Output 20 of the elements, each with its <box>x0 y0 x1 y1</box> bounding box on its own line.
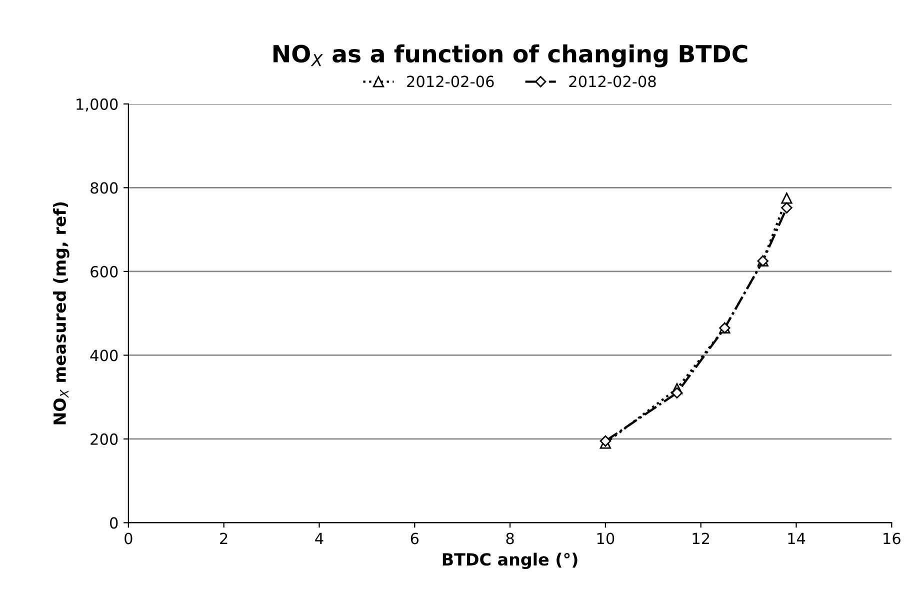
y-tick-label: 800 <box>90 182 118 194</box>
x-tick-label: 6 <box>410 532 419 544</box>
y-tick-label: 0 <box>110 517 118 529</box>
x-tick-label: 12 <box>692 532 710 544</box>
y-tick-label: 200 <box>90 433 118 445</box>
x-tick-label: 10 <box>597 532 614 544</box>
chart-title: NO$_{X}$ as a function of changing BTDC <box>274 44 748 68</box>
x-tick-label: 4 <box>315 532 324 544</box>
legend-label: 2012-02-08 <box>569 76 656 88</box>
x-tick-label: 8 <box>506 532 514 544</box>
y-tick-label: 600 <box>90 266 118 278</box>
x-tick-label: 2 <box>220 532 228 544</box>
x-tick-label: 14 <box>788 532 806 544</box>
y-tick-label: 400 <box>90 350 118 362</box>
x-tick-label: 0 <box>124 532 132 544</box>
x-tick-label: 16 <box>884 532 900 544</box>
y-axis-title: NO$_{X}$ measured (mg, ref) <box>53 202 70 424</box>
y-tick-label: 1,000 <box>76 98 118 112</box>
legend-label: 2012-02-06 <box>407 76 494 88</box>
x-axis-title: BTDC angle (°) <box>442 552 578 570</box>
